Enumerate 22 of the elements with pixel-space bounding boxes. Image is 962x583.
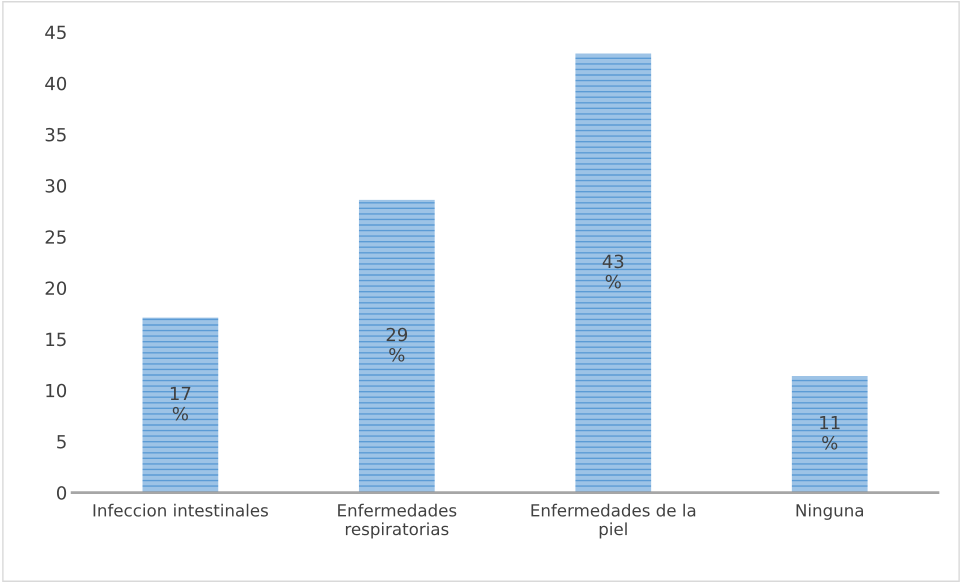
y-tick-label: 0	[56, 486, 66, 500]
bar	[575, 54, 652, 493]
y-tick-label: 15	[46, 332, 66, 346]
y-tick-label: 45	[45, 26, 66, 40]
data-label: 17 %	[170, 386, 190, 420]
y-tick-label: 5	[57, 435, 66, 449]
y-tick-label: 30	[46, 179, 66, 193]
data-label: 43 %	[602, 254, 624, 288]
x-tick-label: Infeccion intestinales	[94, 504, 268, 517]
bar	[358, 200, 435, 493]
x-tick-label: Ninguna	[796, 504, 863, 520]
y-tick-label: 35	[46, 128, 66, 142]
y-tick-label: 10	[46, 384, 66, 398]
bar	[142, 318, 218, 493]
data-label: 29 %	[386, 328, 408, 362]
x-tick-label: Enfermedades respiratorias	[338, 504, 456, 539]
data-label: 11 %	[820, 416, 840, 450]
y-tick-label: 20	[46, 281, 66, 296]
bar	[792, 376, 868, 493]
x-tick-label: Enfermedades de la piel	[531, 504, 696, 539]
y-tick-label: 25	[46, 230, 66, 244]
y-tick-label: 40	[45, 76, 66, 90]
